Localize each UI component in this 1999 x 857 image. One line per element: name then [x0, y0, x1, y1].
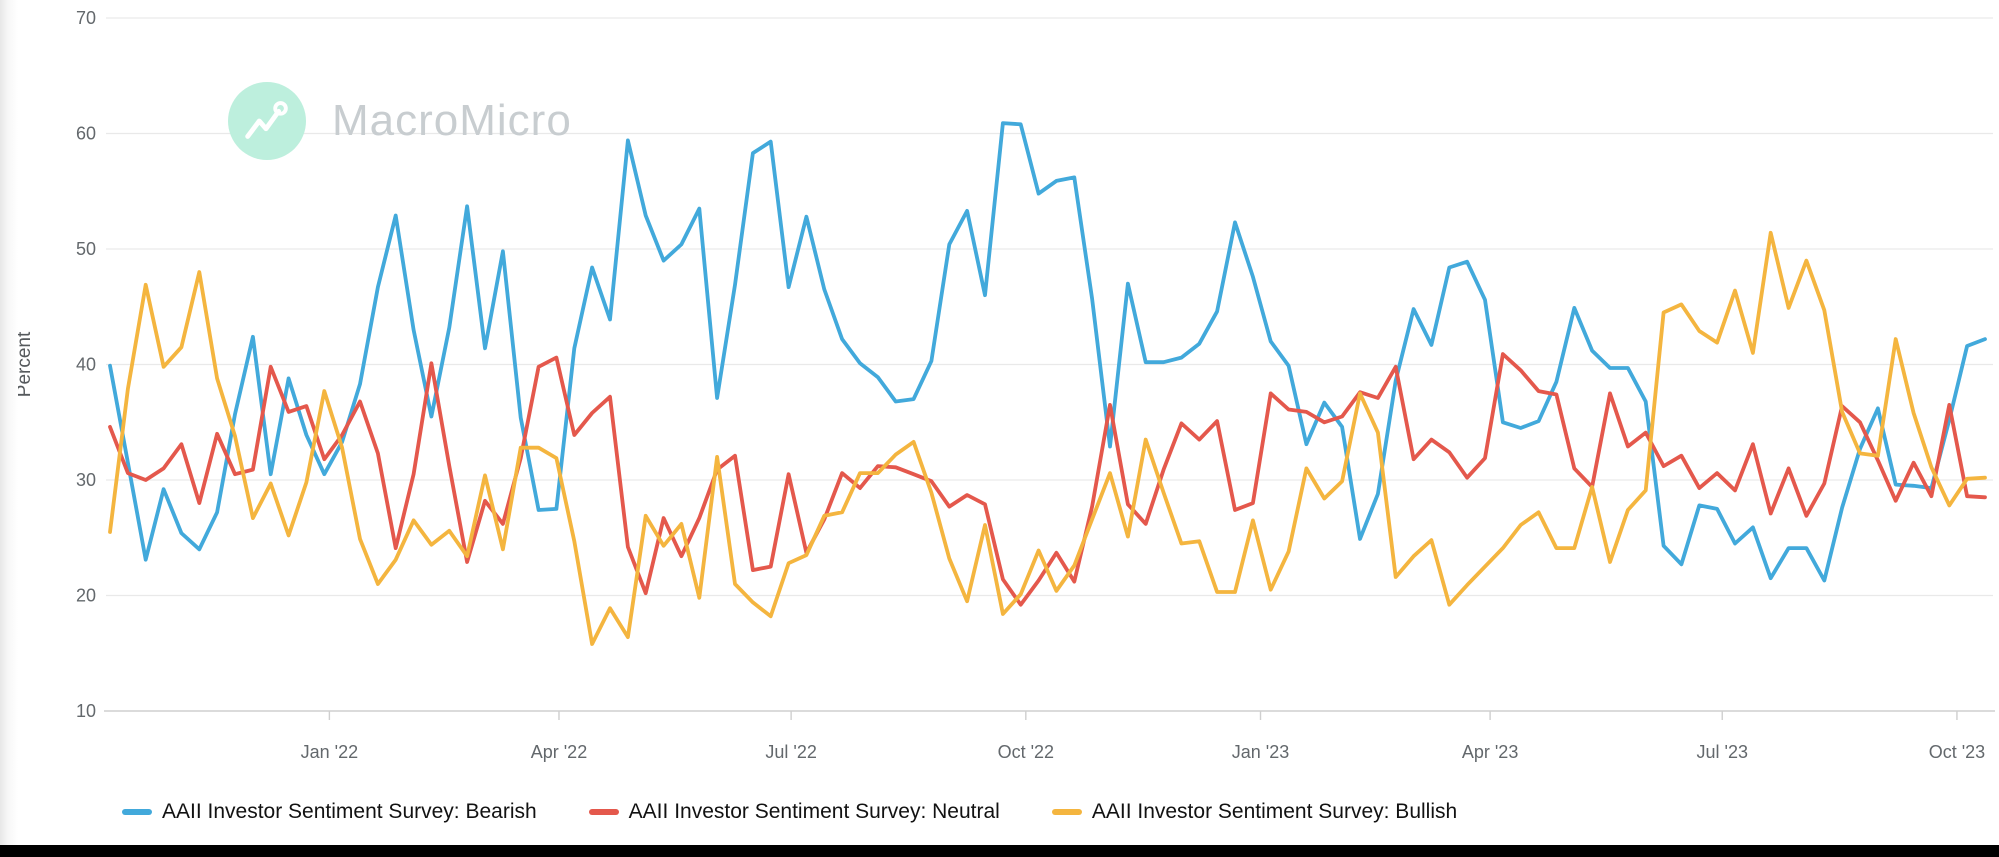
y-tick-label: 20: [76, 586, 96, 606]
neutral-line-swatch-icon: [588, 809, 619, 815]
y-tick-label: 30: [76, 470, 96, 490]
y-axis-labels: 10 20 30 40 50 60 70: [76, 8, 96, 721]
x-tick-label: Oct '22: [998, 742, 1054, 762]
left-edge-shadow: [0, 0, 18, 845]
legend-item-bearish[interactable]: AAII Investor Sentiment Survey: Bearish: [122, 800, 537, 824]
y-axis-title: Percent: [14, 331, 35, 397]
bullish-line-swatch-icon: [1051, 809, 1082, 815]
x-tick-label: Oct '23: [1929, 742, 1985, 762]
plot-area[interactable]: [110, 18, 1985, 711]
x-tick-label: Apr '23: [1462, 742, 1518, 762]
y-tick-label: 60: [76, 124, 96, 144]
x-tick-label: Jul '22: [765, 742, 816, 762]
x-tick-label: Jul '23: [1697, 742, 1748, 762]
y-tick-label: 10: [76, 701, 96, 721]
x-axis-ticks: [328, 711, 1958, 720]
y-tick-label: 70: [76, 8, 96, 28]
legend-item-neutral[interactable]: AAII Investor Sentiment Survey: Neutral: [588, 800, 1000, 824]
y-tick-label: 50: [76, 239, 96, 259]
legend-label-bearish: AAII Investor Sentiment Survey: Bearish: [162, 800, 537, 823]
legend-item-bullish[interactable]: AAII Investor Sentiment Survey: Bullish: [1051, 800, 1458, 824]
series-line-bullish[interactable]: [108, 230, 1987, 646]
legend-label-bullish: AAII Investor Sentiment Survey: Bullish: [1091, 800, 1458, 823]
bearish-line-swatch-icon: [122, 809, 152, 815]
chart-legend: AAII Investor Sentiment Survey: Bearish …: [122, 800, 1642, 824]
y-tick-label: 40: [76, 355, 96, 375]
x-tick-label: Jan '23: [1232, 742, 1289, 762]
window-bottom-bar: [0, 845, 1999, 857]
legend-label-neutral: AAII Investor Sentiment Survey: Neutral: [628, 800, 1000, 823]
x-axis-labels: Jan '22 Apr '22 Jul '22 Oct '22 Jan '23 Apr '…: [301, 742, 1986, 762]
x-tick-label: Jan '22: [301, 742, 358, 762]
x-tick-label: Apr '22: [531, 742, 587, 762]
series-line-bearish[interactable]: [108, 121, 1987, 583]
